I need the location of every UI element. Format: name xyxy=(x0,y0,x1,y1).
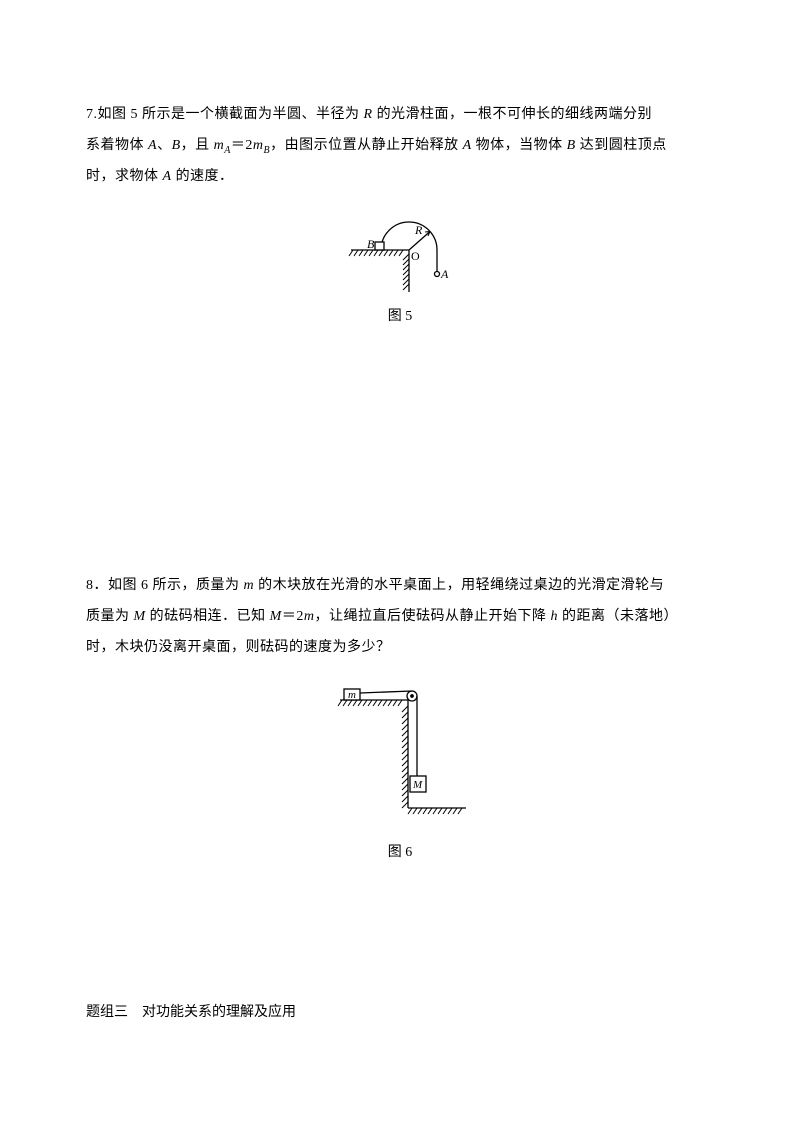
spacer-1 xyxy=(86,333,714,571)
figure-5-caption: 图 5 xyxy=(86,302,714,333)
p7-t6: 达到圆柱顶点 xyxy=(576,138,667,153)
p7-B: B xyxy=(172,138,181,153)
p8-h: h xyxy=(550,609,558,624)
p8-t4: 的砝码相连．已知 xyxy=(146,609,270,624)
problem-8-text: 8．如图 6 所示，质量为 m 的木块放在光滑的水平桌面上，用轻绳绕过桌边的光滑… xyxy=(86,571,714,663)
p7-A3: A xyxy=(163,169,172,184)
p7-t2: 的光滑柱面，一根不可伸长的细线两端分别 xyxy=(373,107,653,122)
p7-t1: 如图 5 所示是一个横截面为半圆、半径为 xyxy=(98,107,364,122)
p7-t8: 的速度． xyxy=(172,169,234,184)
p8-t1: 如图 6 所示，质量为 xyxy=(108,578,244,593)
p8-t6: 的距离（未落地） xyxy=(558,609,678,624)
p7-t5: 物体，当物体 xyxy=(472,138,567,153)
p7-sep1: 、 xyxy=(157,138,172,153)
problem-7: 7.如图 5 所示是一个横截面为半圆、半径为 R 的光滑柱面，一根不可伸长的细线… xyxy=(86,100,714,333)
problem-7-text: 7.如图 5 所示是一个横截面为半圆、半径为 R 的光滑柱面，一根不可伸长的细线… xyxy=(86,100,714,192)
p8-t7: 时，木块仍没离开桌面，则砝码的速度为多少？ xyxy=(86,640,391,655)
p7-sep2: ，且 xyxy=(181,138,214,153)
p8-num: 8． xyxy=(86,578,108,593)
figure-6: m M 图 6 xyxy=(86,680,714,869)
p8-t3: 质量为 xyxy=(86,609,134,624)
figure-6-svg: m M xyxy=(330,680,470,830)
p8-M2: M xyxy=(270,609,282,624)
p8-m2: m xyxy=(304,609,315,624)
p8-m: m xyxy=(244,578,255,593)
figure-6-caption: 图 6 xyxy=(86,838,714,869)
figure-5: B R O A 图 5 xyxy=(86,208,714,333)
p8-M: M xyxy=(134,609,146,624)
p8-t5: ，让绳拉直后使砝码从静止开始下降 xyxy=(314,609,550,624)
fig5-label-R: R xyxy=(414,223,423,237)
p7-eq: ＝2 xyxy=(231,138,253,153)
page: 7.如图 5 所示是一个横截面为半圆、半径为 R 的光滑柱面，一根不可伸长的细线… xyxy=(0,0,800,1132)
p7-A: A xyxy=(148,138,157,153)
p7-num: 7. xyxy=(86,107,98,122)
p7-mA-s: A xyxy=(224,145,231,156)
p7-t4: ，由图示位置从静止开始释放 xyxy=(270,138,463,153)
section-title: 题组三 对功能关系的理解及应用 xyxy=(86,998,714,1029)
spacer-2 xyxy=(86,868,714,998)
p7-R: R xyxy=(364,107,373,122)
fig5-label-O: O xyxy=(411,249,420,263)
p7-B2: B xyxy=(567,138,576,153)
p8-t2: 的木块放在光滑的水平桌面上，用轻绳绕过桌边的光滑定滑轮与 xyxy=(254,578,664,593)
problem-8: 8．如图 6 所示，质量为 m 的木块放在光滑的水平桌面上，用轻绳绕过桌边的光滑… xyxy=(86,571,714,868)
p8-eq: ＝2 xyxy=(282,609,304,624)
figure-5-svg: B R O A xyxy=(345,208,455,294)
fig6-label-M: M xyxy=(412,779,423,791)
fig6-label-m: m xyxy=(348,689,356,701)
p7-t3: 系着物体 xyxy=(86,138,148,153)
fig5-label-A: A xyxy=(440,267,449,281)
p7-mA-m: m xyxy=(214,138,225,153)
fig5-label-B: B xyxy=(367,237,375,251)
p7-mB-m: m xyxy=(253,138,264,153)
p7-t7: 时，求物体 xyxy=(86,169,163,184)
p7-A2: A xyxy=(463,138,472,153)
